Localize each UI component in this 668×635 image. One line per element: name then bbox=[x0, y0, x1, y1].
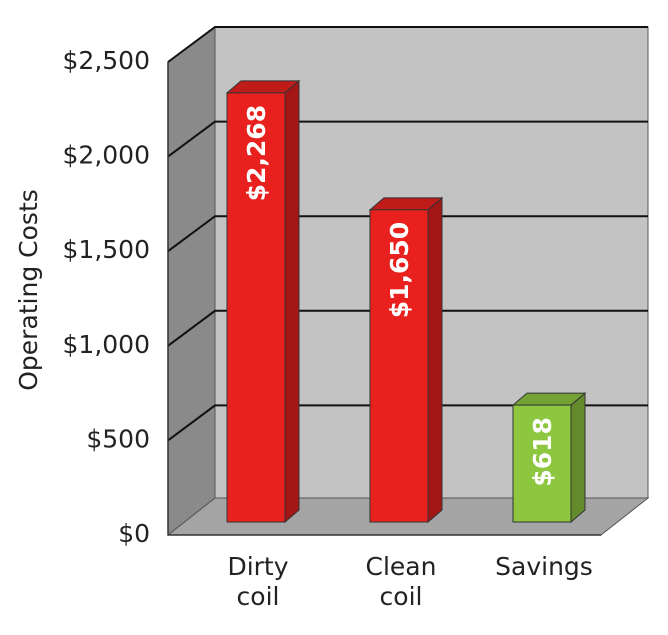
side-wall bbox=[167, 26, 216, 537]
bar-side bbox=[284, 79, 300, 524]
value-label: $1,650 bbox=[385, 222, 414, 318]
y-tick-label: $1,500 bbox=[63, 235, 150, 264]
x-tick-label: Dirty coil bbox=[227, 552, 289, 611]
bar bbox=[369, 209, 429, 523]
y-tick-label: $2,000 bbox=[63, 141, 150, 170]
y-axis-label: Operating Costs bbox=[14, 189, 43, 391]
y-tick-label: $0 bbox=[118, 519, 150, 548]
x-tick-label: Clean coil bbox=[365, 552, 437, 611]
value-label: $618 bbox=[528, 417, 557, 487]
y-tick-label: $500 bbox=[86, 424, 150, 453]
bar bbox=[226, 92, 286, 523]
y-tick-label: $1,000 bbox=[63, 330, 150, 359]
grid-line bbox=[167, 215, 648, 253]
bar-side bbox=[427, 196, 443, 524]
grid-line bbox=[167, 404, 648, 442]
grid-line bbox=[167, 309, 648, 347]
value-label: $2,268 bbox=[242, 105, 271, 201]
x-tick-label: Savings bbox=[495, 552, 593, 581]
y-tick-label: $2,500 bbox=[63, 46, 150, 75]
grid-line bbox=[167, 26, 648, 63]
grid-line bbox=[167, 120, 648, 158]
bar bbox=[512, 404, 572, 523]
bar-side bbox=[570, 391, 586, 524]
